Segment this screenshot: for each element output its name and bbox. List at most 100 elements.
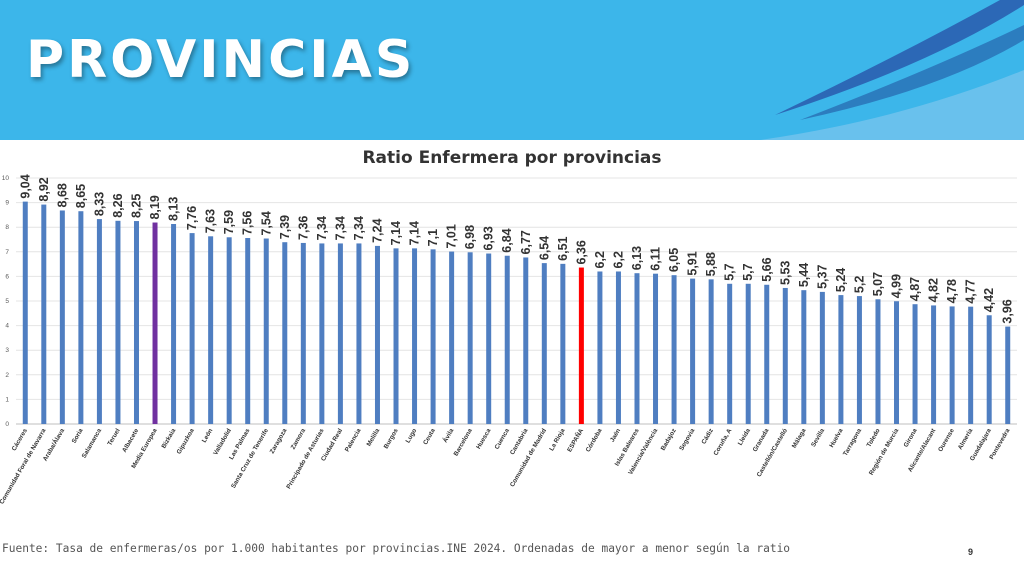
data-label: 4,77	[964, 279, 978, 303]
bar	[615, 271, 621, 424]
bar	[300, 242, 306, 424]
data-label: 7,34	[333, 216, 347, 240]
data-label: 7,01	[445, 224, 459, 248]
bar	[41, 204, 47, 424]
x-tick-label: Cuenca	[494, 427, 512, 451]
page-title: PROVINCIAS	[26, 30, 416, 90]
bar	[875, 299, 881, 424]
bar	[912, 304, 918, 424]
x-tick-label: La Rioja	[548, 427, 567, 452]
bar	[319, 243, 325, 424]
y-tick-label: 3	[5, 347, 9, 354]
y-tick-label: 4	[5, 323, 9, 330]
y-tick-label: 9	[5, 200, 9, 207]
bar	[690, 278, 696, 424]
data-label: 3,96	[1001, 299, 1015, 323]
banner-swoosh-decoration	[760, 0, 1024, 140]
data-label: 6,13	[630, 246, 644, 270]
bar	[152, 222, 158, 424]
data-label: 8,19	[148, 195, 162, 219]
data-label: 4,99	[890, 274, 904, 298]
bar	[671, 275, 677, 424]
x-tick-label: Girona	[903, 427, 919, 449]
x-tick-label: León	[201, 427, 215, 444]
bar	[986, 315, 992, 424]
bar	[356, 243, 362, 424]
x-tick-label: Lleida	[737, 427, 752, 447]
x-tick-label: Ávila	[440, 426, 456, 444]
x-tick-label: Sevilla	[810, 427, 826, 448]
bar	[764, 284, 770, 424]
bar	[653, 273, 659, 424]
x-tick-label: Cantabria	[509, 427, 530, 456]
data-label: 8,68	[55, 183, 69, 207]
y-tick-label: 7	[5, 249, 9, 256]
x-tick-label: Huesca	[475, 427, 493, 450]
bar	[115, 220, 121, 424]
x-tick-label: Ceuta	[422, 427, 437, 446]
bar	[133, 221, 139, 424]
bar	[449, 251, 455, 424]
x-tick-label: Cáceres	[11, 427, 30, 452]
y-tick-label: 6	[5, 273, 9, 280]
x-tick-label: Melilla	[366, 427, 382, 448]
bar	[894, 301, 900, 424]
data-label: 6,2	[611, 251, 625, 268]
bar	[745, 283, 751, 424]
data-label: 8,26	[111, 193, 125, 217]
x-tick-label: Cádiz	[700, 428, 714, 446]
bar	[578, 267, 584, 424]
data-label: 7,56	[241, 211, 255, 235]
data-label: 7,14	[389, 221, 403, 245]
bar	[727, 283, 733, 424]
data-label: 6,2	[593, 251, 607, 268]
y-tick-label: 1	[5, 396, 9, 403]
data-label: 4,82	[927, 278, 941, 302]
bar	[78, 211, 84, 424]
data-label: 6,05	[667, 248, 681, 272]
data-label: 6,84	[500, 228, 514, 252]
x-tick-label: Comunidad de Madrid	[509, 427, 548, 488]
x-tick-label: Toledo	[866, 427, 882, 448]
data-label: 7,14	[408, 221, 422, 245]
data-label: 6,77	[519, 230, 533, 254]
data-label: 4,42	[982, 288, 996, 312]
bar	[412, 248, 418, 424]
x-tick-label: Granada	[752, 427, 771, 453]
bar	[949, 306, 955, 424]
x-tick-label: Zaragoza	[269, 427, 289, 455]
bar	[337, 243, 343, 424]
x-tick-label: Jaén	[609, 427, 622, 443]
data-label: 7,34	[315, 216, 329, 240]
data-label: 5,53	[778, 261, 792, 285]
x-tick-label: Córdoba	[585, 427, 604, 453]
data-label: 5,66	[760, 257, 774, 281]
x-tick-label: Lugo	[405, 427, 419, 444]
data-label: 6,93	[482, 226, 496, 250]
data-label: 8,92	[37, 177, 51, 201]
bar	[96, 219, 102, 424]
x-tick-label: Valladolid	[212, 427, 233, 456]
data-label: 4,78	[945, 279, 959, 303]
bar	[171, 224, 177, 424]
y-tick-label: 2	[5, 372, 9, 379]
bar	[245, 238, 251, 424]
data-label: 4,87	[908, 277, 922, 301]
data-label: 5,44	[797, 263, 811, 287]
bar	[838, 295, 844, 424]
header-banner: PROVINCIAS	[0, 0, 1024, 140]
data-label: 5,91	[686, 251, 700, 275]
bar	[430, 249, 436, 424]
bar	[189, 233, 195, 424]
bar	[393, 248, 399, 424]
data-label: 7,76	[185, 206, 199, 230]
x-tick-label: Teruel	[106, 427, 121, 447]
data-label: 5,37	[815, 265, 829, 289]
data-label: 6,54	[537, 236, 551, 260]
bar	[782, 287, 788, 424]
data-label: 8,65	[74, 184, 88, 208]
x-tick-label: Bizkaia	[160, 427, 177, 450]
data-label: 6,11	[649, 247, 663, 271]
bar	[560, 263, 566, 424]
x-tick-label: Barcelona	[453, 427, 475, 457]
